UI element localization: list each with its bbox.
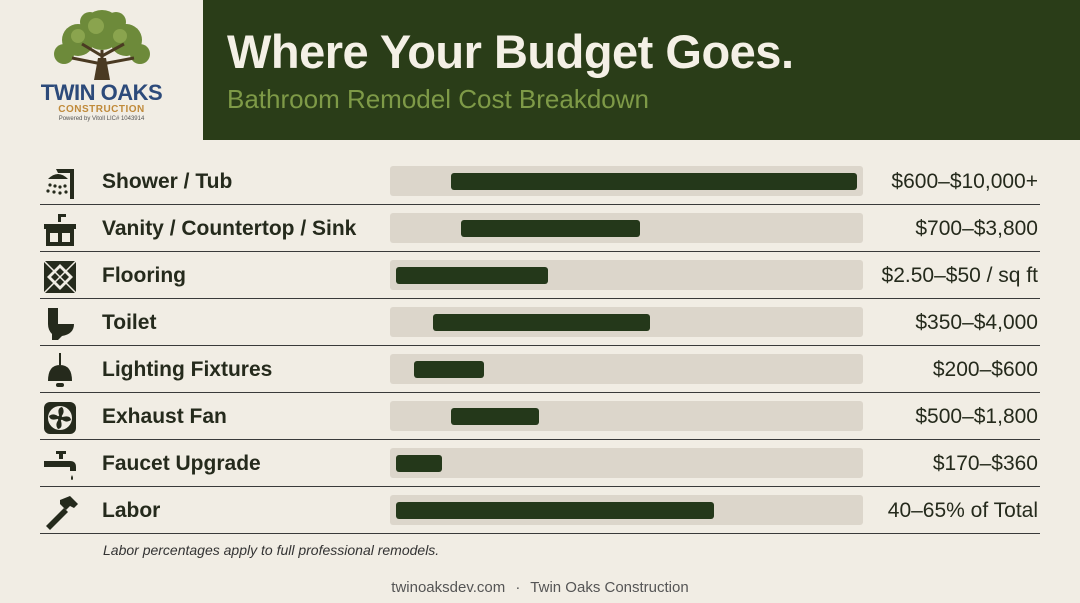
faucet-icon (42, 447, 78, 483)
category-label: Faucet Upgrade (102, 452, 261, 475)
footer-site[interactable]: twinoaksdev.com (391, 579, 506, 596)
cost-range-bar (460, 220, 641, 237)
category-label: Vanity / Countertop / Sink (102, 217, 357, 240)
cost-value-label: $2.50–$50 / sq ft (881, 264, 1038, 287)
logo-brand: TWIN OAKS (40, 80, 163, 105)
page-title: Where Your Budget Goes. (227, 25, 794, 78)
category-label: Shower / Tub (102, 170, 233, 193)
cost-range-bar (432, 314, 650, 331)
cost-row: Flooring $2.50–$50 / sq ft (40, 252, 1040, 299)
category-label: Lighting Fixtures (102, 358, 273, 381)
cost-value-label: $200–$600 (932, 358, 1038, 381)
logo-license: Powered by Vitoll LIC# 1043914 (58, 116, 145, 122)
cost-range-bar (396, 267, 549, 284)
cost-value-label: 40–65% of Total (887, 499, 1038, 522)
bar-track (390, 166, 863, 196)
fan-icon (42, 400, 78, 436)
cost-range-bar (396, 502, 715, 519)
footer-company: Twin Oaks Construction (530, 579, 689, 596)
company-logo: TWIN OAKS CONSTRUCTION Powered by Vitoll… (0, 0, 203, 140)
footnote: Labor percentages apply to full professi… (103, 542, 440, 558)
cost-row: Exhaust Fan $500–$1,800 (40, 393, 1040, 440)
toilet-icon (42, 306, 78, 342)
cost-value-label: $170–$360 (932, 452, 1038, 475)
vanity-icon (42, 212, 78, 248)
bar-track (390, 307, 863, 337)
cost-row: Toilet $350–$4,000 (40, 299, 1040, 346)
cost-row: Labor 40–65% of Total (40, 487, 1040, 534)
bar-track (390, 354, 863, 384)
category-label: Flooring (102, 264, 186, 287)
category-label: Labor (102, 499, 161, 522)
cost-range-bar (396, 455, 443, 472)
cost-breakdown-chart: Shower / Tub $600–$10,000+ Vanity / Counte… (40, 158, 1040, 534)
cost-value-label: $600–$10,000+ (891, 170, 1038, 193)
cost-range-bar (451, 173, 857, 190)
shower-icon (42, 165, 78, 201)
cost-row: Shower / Tub $600–$10,000+ (40, 158, 1040, 205)
cost-range-bar (414, 361, 484, 378)
header-banner: Where Your Budget Goes. Bathroom Remodel… (203, 0, 1080, 140)
category-label: Toilet (102, 311, 157, 334)
bar-track (390, 260, 863, 290)
hammer-icon (42, 494, 78, 530)
cost-row: Faucet Upgrade $170–$360 (40, 440, 1040, 487)
bar-track (390, 448, 863, 478)
bar-track (390, 401, 863, 431)
logo-subtitle: CONSTRUCTION (58, 104, 145, 115)
cost-value-label: $700–$3,800 (915, 217, 1038, 240)
cost-row: Lighting Fixtures $200–$600 (40, 346, 1040, 393)
cost-range-bar (451, 408, 539, 425)
cost-row: Vanity / Countertop / Sink $700–$3,800 (40, 205, 1040, 252)
footer: twinoaksdev.com · Twin Oaks Construction (0, 579, 1080, 596)
bar-track (390, 213, 863, 243)
bar-track (390, 495, 863, 525)
tile-icon (42, 259, 78, 295)
page-subtitle: Bathroom Remodel Cost Breakdown (227, 84, 649, 114)
category-label: Exhaust Fan (102, 405, 227, 428)
cost-value-label: $500–$1,800 (915, 405, 1038, 428)
pendant-light-icon (42, 353, 78, 389)
cost-value-label: $350–$4,000 (915, 311, 1038, 334)
oak-tree-icon (54, 10, 150, 80)
footer-separator: · (515, 579, 521, 596)
